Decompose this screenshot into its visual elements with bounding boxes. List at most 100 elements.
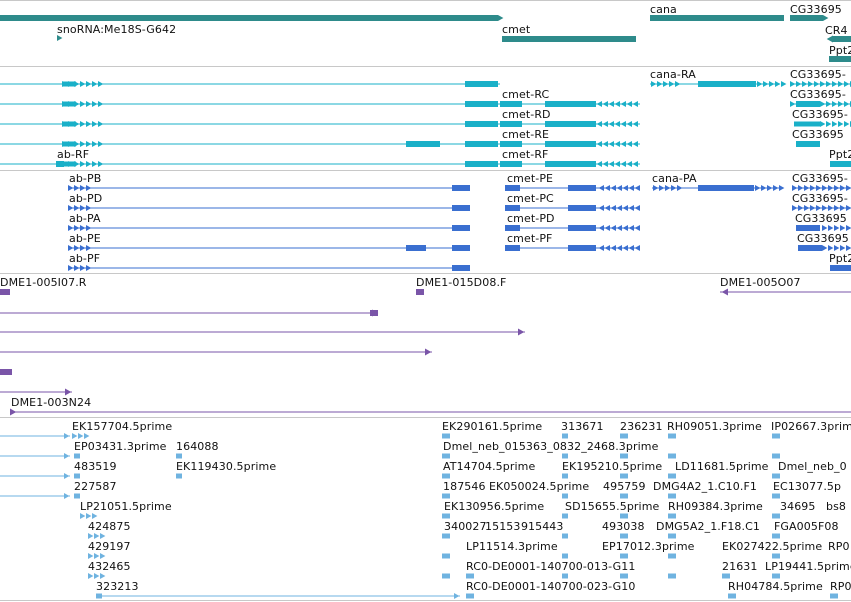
intron-line[interactable]	[0, 495, 70, 497]
est-label[interactable]: RC0-DE0001-140700-023-G10	[466, 580, 636, 593]
strand-arrow-right[interactable]	[669, 81, 675, 87]
strand-arrow-right[interactable]	[98, 161, 104, 167]
est-label[interactable]: 483519	[74, 460, 117, 473]
strand-arrow-right[interactable]	[86, 101, 92, 107]
strand-arrow-right[interactable]	[820, 101, 826, 107]
exon-block[interactable]	[465, 141, 498, 147]
exon-block[interactable]	[830, 161, 851, 167]
intron-line[interactable]	[0, 475, 70, 477]
exon-block[interactable]	[620, 553, 628, 559]
exon-block[interactable]	[500, 161, 522, 167]
strand-arrow-right[interactable]	[498, 15, 504, 21]
intron-line[interactable]	[0, 123, 500, 125]
strand-arrow-left[interactable]	[596, 161, 602, 167]
est-label[interactable]: 340027	[444, 520, 487, 533]
strand-arrow-right[interactable]	[68, 265, 74, 271]
strand-arrow-left[interactable]	[614, 161, 620, 167]
strand-arrow-right[interactable]	[840, 225, 846, 231]
strand-arrow-right[interactable]	[659, 185, 665, 191]
est-label[interactable]: EK027422.5prime	[722, 540, 823, 553]
strand-arrow-right[interactable]	[767, 185, 773, 191]
strand-arrow-right[interactable]	[10, 408, 17, 416]
strand-arrow-right[interactable]	[78, 433, 84, 439]
strand-arrow-right[interactable]	[838, 101, 844, 107]
strand-arrow-right[interactable]	[86, 265, 92, 271]
strand-arrow-right[interactable]	[64, 473, 70, 479]
strand-arrow-right[interactable]	[74, 185, 80, 191]
protein-label[interactable]: Ppt2	[829, 252, 851, 265]
strand-arrow-right[interactable]	[64, 493, 70, 499]
exon-block[interactable]	[545, 121, 596, 127]
strand-arrow-right[interactable]	[64, 433, 70, 439]
exon-block[interactable]	[830, 265, 851, 271]
strand-arrow-right[interactable]	[98, 101, 104, 107]
exon-block[interactable]	[568, 185, 596, 191]
strand-arrow-right[interactable]	[92, 161, 98, 167]
protein-label[interactable]: cmet-PC	[507, 192, 554, 205]
strand-arrow-right[interactable]	[98, 141, 104, 147]
est-label[interactable]: DMG4A2_1.C10.F1	[653, 480, 758, 493]
strand-arrow-left[interactable]	[634, 245, 640, 251]
strand-arrow-left[interactable]	[616, 205, 622, 211]
exon-block[interactable]	[62, 121, 76, 127]
est-label[interactable]: 21631	[722, 560, 758, 573]
strand-arrow-left[interactable]	[608, 101, 614, 107]
est-label[interactable]: DMG5A2_1.F18.C1	[656, 520, 761, 533]
intron-line[interactable]	[0, 455, 70, 457]
strand-arrow-right[interactable]	[834, 225, 840, 231]
exon-block[interactable]	[505, 245, 520, 251]
strand-arrow-right[interactable]	[86, 161, 92, 167]
exon-block[interactable]	[620, 453, 628, 459]
strand-arrow-left[interactable]	[626, 141, 632, 147]
strand-arrow-right[interactable]	[68, 245, 74, 251]
exon-block[interactable]	[74, 453, 80, 459]
exon-block[interactable]	[698, 81, 756, 87]
strand-arrow-right[interactable]	[804, 205, 810, 211]
strand-arrow-right[interactable]	[92, 81, 98, 87]
strand-arrow-right[interactable]	[100, 573, 106, 579]
exon-block[interactable]	[62, 101, 76, 107]
exon-block[interactable]	[465, 121, 498, 127]
exon-block[interactable]	[442, 553, 450, 559]
intron-line[interactable]	[720, 291, 851, 293]
strand-arrow-right[interactable]	[80, 161, 86, 167]
strand-arrow-right[interactable]	[88, 573, 94, 579]
exon-block[interactable]	[668, 433, 676, 439]
strand-arrow-right[interactable]	[86, 225, 92, 231]
gene-bar-cr4[interactable]	[833, 36, 851, 42]
est-label[interactable]: RH04784.5prime	[728, 580, 823, 593]
strand-arrow-right[interactable]	[828, 185, 834, 191]
est-label[interactable]: 236231	[620, 420, 663, 433]
strand-arrow-right[interactable]	[72, 433, 78, 439]
exon-block[interactable]	[796, 225, 820, 231]
exon-block[interactable]	[0, 369, 12, 375]
strand-arrow-left[interactable]	[616, 225, 622, 231]
clone-label[interactable]: DME1-005O07	[720, 276, 801, 289]
intron-line[interactable]	[792, 207, 851, 209]
strand-arrow-right[interactable]	[80, 121, 86, 127]
intron-line[interactable]	[68, 207, 470, 209]
exon-block[interactable]	[406, 141, 440, 147]
exon-block[interactable]	[465, 161, 498, 167]
intron-line[interactable]	[68, 187, 470, 189]
exon-block[interactable]	[772, 433, 780, 439]
exon-block[interactable]	[562, 513, 568, 519]
est-label[interactable]: 429197	[88, 540, 131, 553]
strand-arrow-right[interactable]	[834, 185, 840, 191]
strand-arrow-right[interactable]	[820, 121, 826, 127]
transcript-label[interactable]: CG33695-	[790, 88, 846, 101]
strand-arrow-left[interactable]	[598, 225, 604, 231]
strand-arrow-right[interactable]	[100, 533, 106, 539]
strand-arrow-right[interactable]	[816, 185, 822, 191]
strand-arrow-right[interactable]	[832, 101, 838, 107]
strand-arrow-left[interactable]	[604, 205, 610, 211]
est-label[interactable]: 9	[521, 520, 529, 533]
strand-arrow-right[interactable]	[792, 205, 798, 211]
strand-arrow-right[interactable]	[74, 245, 80, 251]
protein-label[interactable]: cana-PA	[652, 172, 697, 185]
gene-bar-cg33695[interactable]	[790, 15, 823, 21]
strand-arrow-left[interactable]	[622, 245, 628, 251]
strand-arrow-right[interactable]	[68, 185, 74, 191]
exon-block[interactable]	[62, 161, 76, 167]
intron-line[interactable]	[68, 227, 470, 229]
